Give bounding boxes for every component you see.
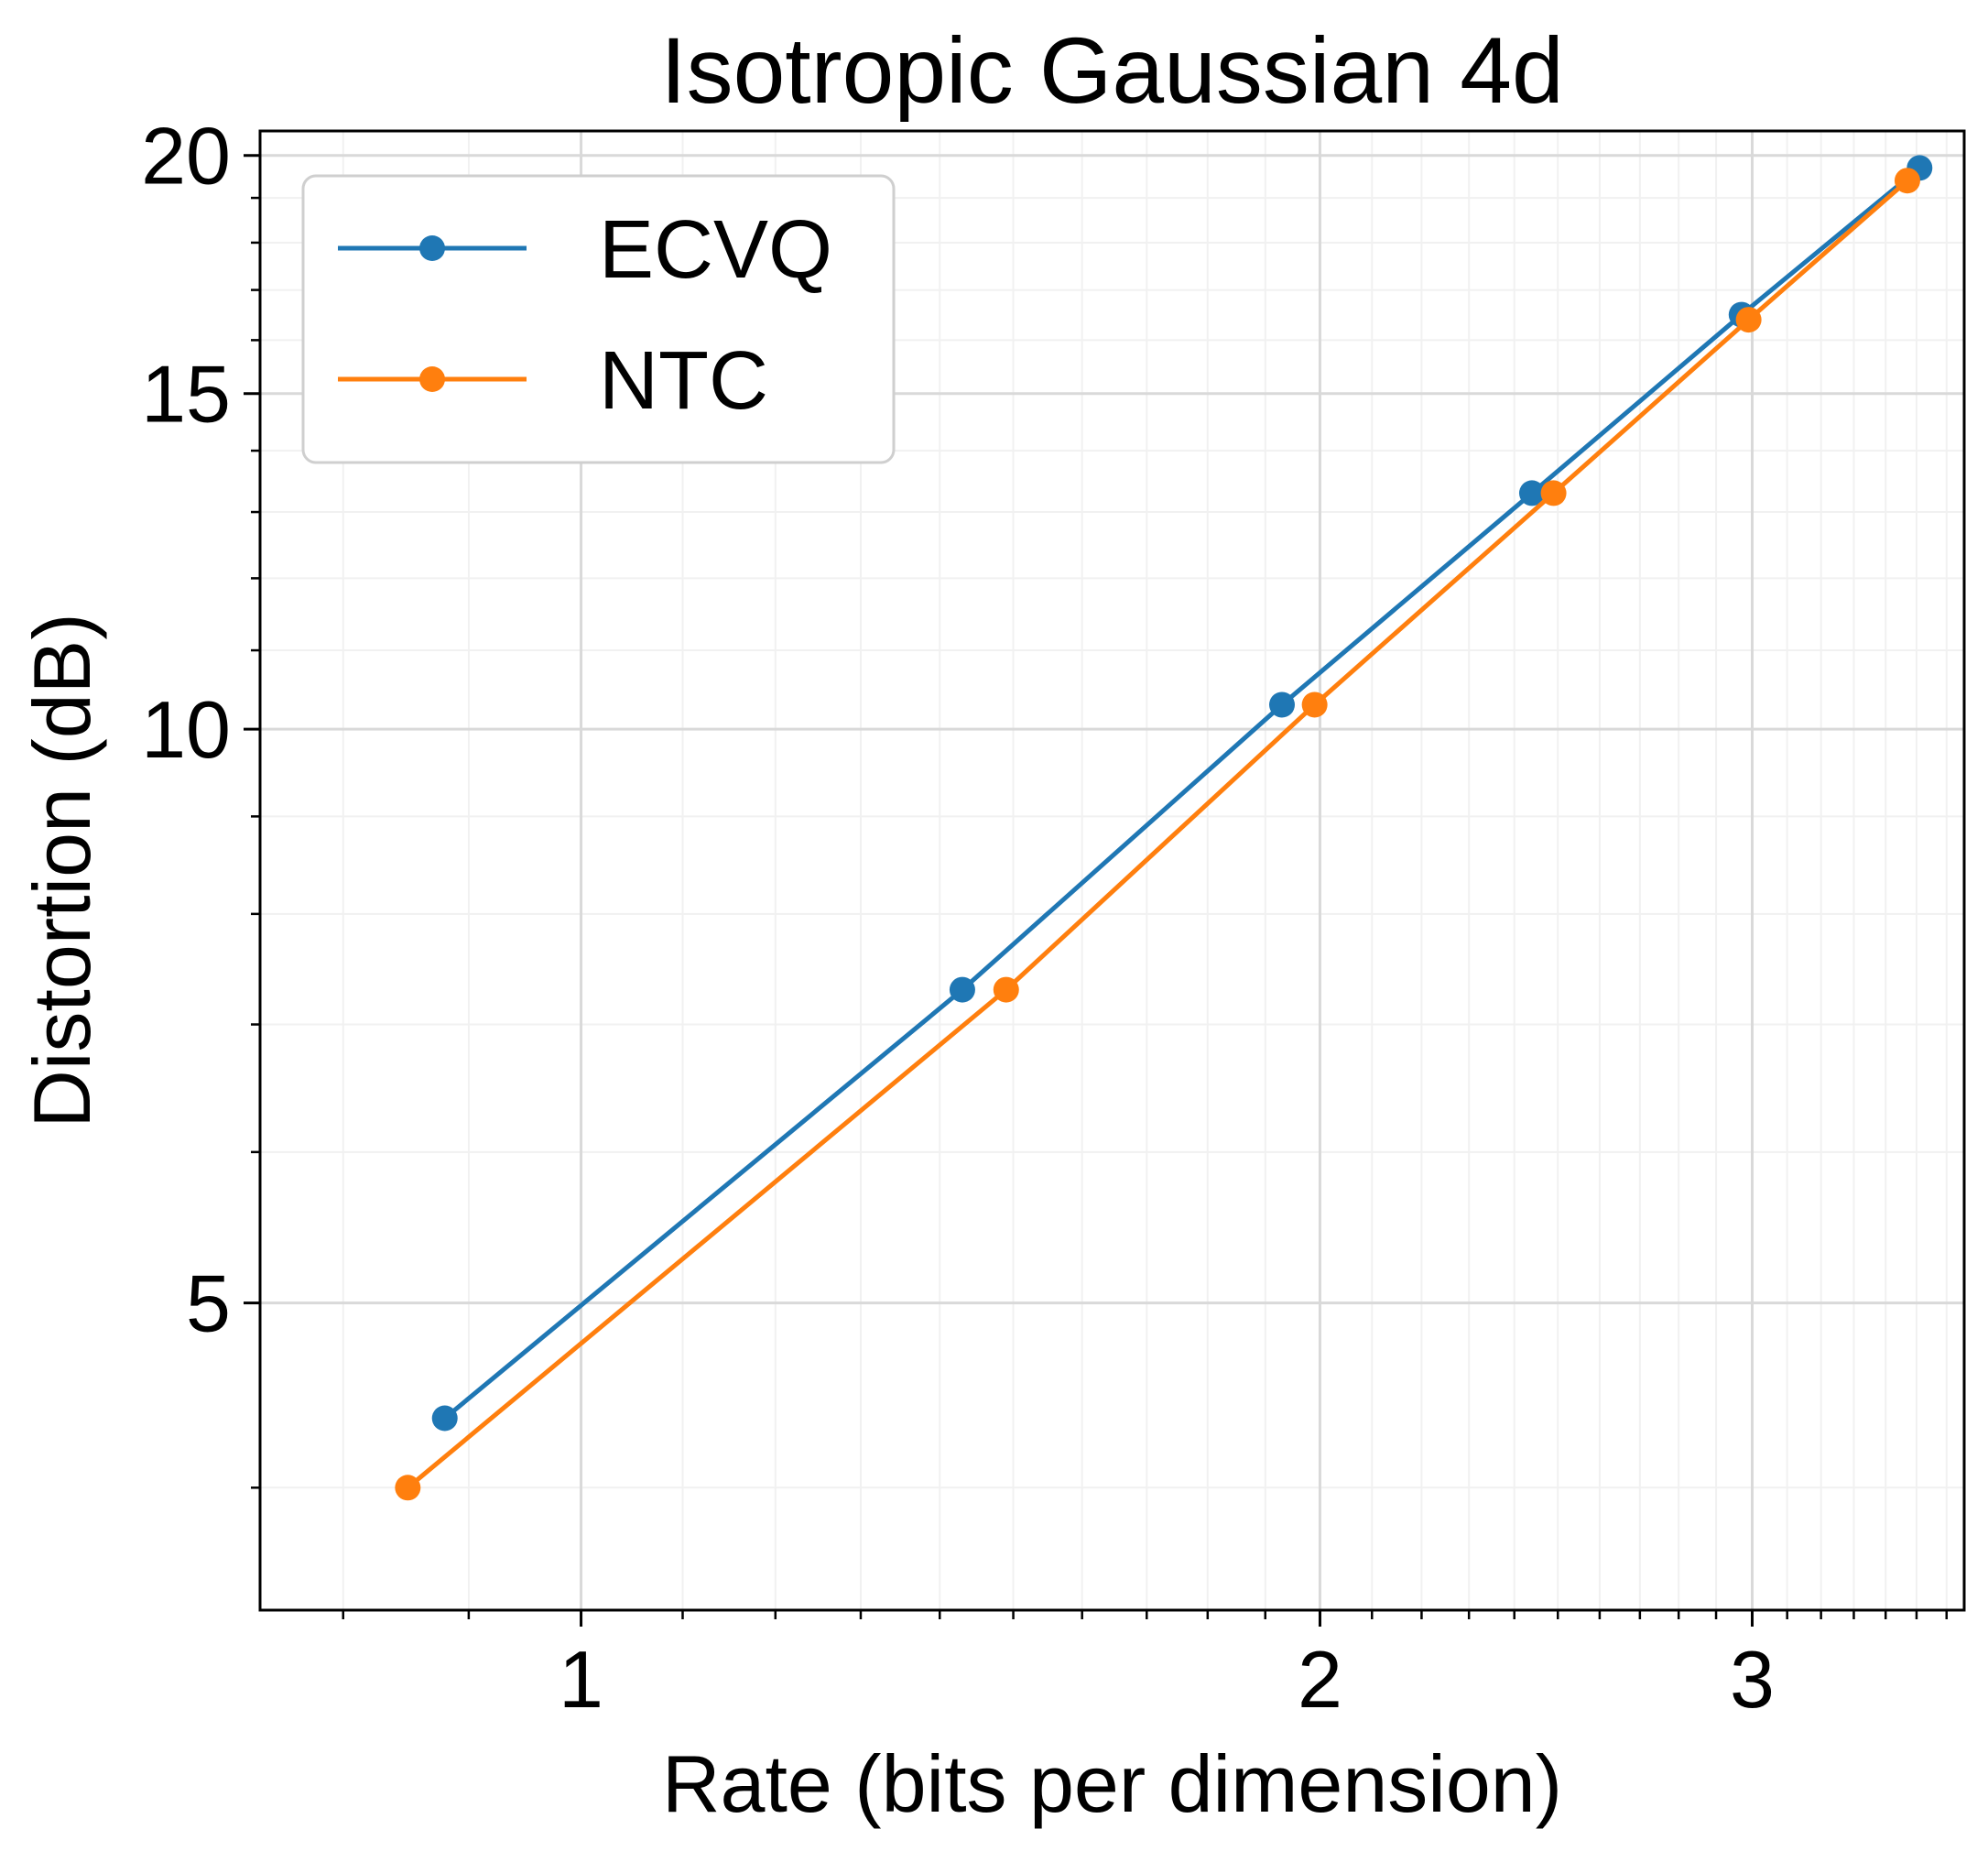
- y-axis-ticks: 5 10 15 20: [141, 111, 260, 1489]
- series-line-ntc: [405, 178, 1910, 1490]
- minor-grid: [260, 131, 1964, 1610]
- y-tick-label: 20: [141, 111, 231, 201]
- data-point-ecvq: [1268, 691, 1295, 718]
- legend-label-ecvq: ECVQ: [599, 204, 832, 296]
- x-axis-ticks: 1 2 3: [342, 1610, 1949, 1725]
- y-tick-label: 5: [186, 1258, 231, 1349]
- x-tick-label: 3: [1730, 1634, 1775, 1725]
- series-ntc: [395, 168, 1920, 1501]
- y-tick-label: 15: [141, 349, 231, 440]
- data-point-ntc: [993, 976, 1019, 1003]
- x-axis-label: Rate (bits per dimension): [662, 1738, 1562, 1829]
- chart-title: Isotropic Gaussian 4d: [660, 18, 1564, 123]
- series-layer: [395, 155, 1933, 1501]
- legend-item-ecvq: ECVQ: [338, 204, 832, 296]
- data-point-ecvq: [1518, 480, 1545, 506]
- data-point-ecvq: [949, 976, 975, 1003]
- y-tick-label: 10: [141, 684, 231, 775]
- legend-label-ntc: NTC: [599, 335, 768, 427]
- data-point-ecvq: [431, 1405, 458, 1432]
- x-tick-label: 2: [1298, 1634, 1342, 1725]
- legend-marker-ntc: [419, 366, 445, 392]
- plot-frame: [258, 129, 1966, 1612]
- legend-items: ECVQ NTC: [338, 204, 832, 427]
- data-point-ntc: [1540, 480, 1567, 506]
- series-ecvq: [431, 155, 1933, 1432]
- data-point-ntc: [1301, 691, 1328, 718]
- legend-marker-ecvq: [419, 235, 445, 261]
- y-axis-label: Distortion (dB): [16, 613, 107, 1127]
- x-tick-label: 1: [559, 1634, 603, 1725]
- data-point-ntc: [1894, 168, 1920, 194]
- legend: ECVQ NTC: [301, 174, 896, 464]
- data-point-ntc: [1735, 307, 1762, 333]
- data-point-ntc: [395, 1475, 421, 1501]
- legend-item-ntc: NTC: [338, 335, 768, 427]
- series-line-ecvq: [442, 165, 1922, 1421]
